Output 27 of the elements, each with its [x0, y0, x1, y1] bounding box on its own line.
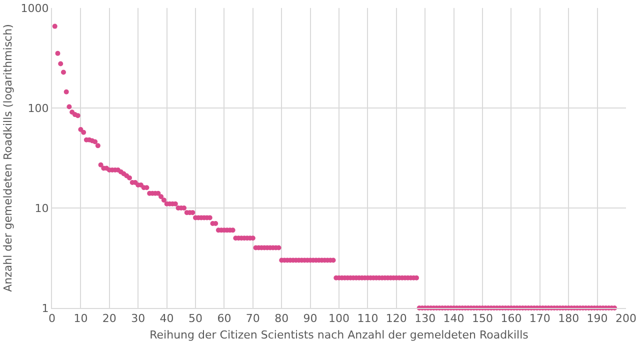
- x-tick-label: 190: [586, 312, 608, 326]
- x-tick-label: 50: [188, 312, 202, 326]
- y-tick-label: 10: [34, 202, 49, 215]
- x-tick-label: 20: [102, 312, 116, 326]
- x-tick-label: 70: [246, 312, 260, 326]
- x-tick-label: 180: [558, 312, 580, 326]
- x-tick-label: 170: [529, 312, 550, 326]
- x-tick-label: 10: [74, 312, 88, 326]
- x-tick-label: 150: [472, 312, 493, 326]
- y-tick-label: 1: [42, 302, 49, 315]
- x-tick-label: 120: [386, 312, 407, 326]
- x-tick-label: 30: [131, 312, 146, 326]
- x-axis-title: Reihung der Citizen Scientists nach Anzahl der gemeldeten Roadkills: [150, 328, 529, 342]
- x-tick-label: 130: [414, 312, 436, 326]
- x-tick-label: 110: [357, 312, 378, 326]
- x-tick-label: 160: [500, 312, 522, 326]
- x-tick-label: 90: [303, 312, 318, 326]
- x-tick-label: 140: [443, 312, 464, 326]
- x-tick-label: 200: [616, 312, 636, 326]
- y-tick-label: 1000: [20, 2, 49, 15]
- x-tick-label: 80: [274, 312, 289, 326]
- x-tick-label: 0: [48, 312, 56, 326]
- x-tick-label: 40: [160, 312, 174, 326]
- y-tick-label: 100: [28, 102, 49, 115]
- x-tick-label: 60: [217, 312, 232, 326]
- x-tick-label: 100: [328, 312, 350, 326]
- y-axis-title: Anzahl der gemeldeten Roadkills (logarithmisch): [1, 24, 14, 292]
